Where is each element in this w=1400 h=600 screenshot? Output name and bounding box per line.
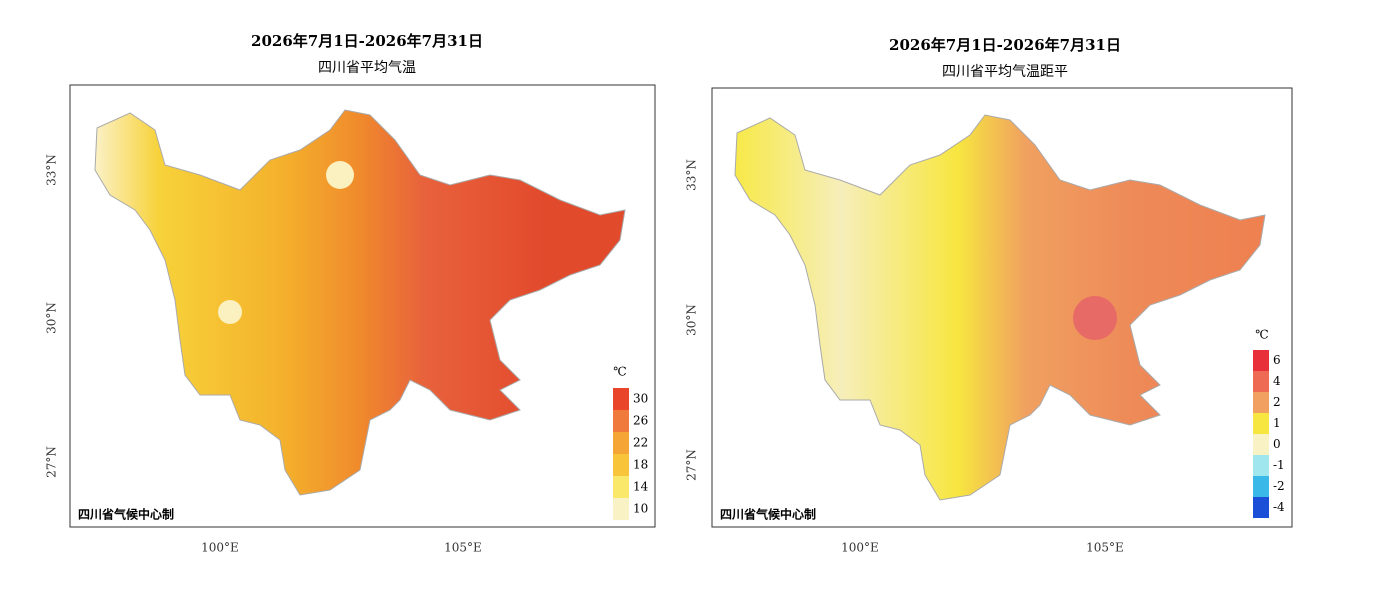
lat-label: 30°N [685,304,699,336]
title: 2026年7月1日-2026年7月31日 [889,36,1121,54]
legend-label: -1 [1273,458,1285,472]
subtitle: 四川省平均气温距平 [942,64,1068,80]
credit: 四川省气候中心制 [78,507,174,522]
legend-swatch [613,410,629,432]
legend-label: 22 [633,436,648,450]
legend-swatch [1253,497,1269,518]
blob [1073,296,1117,340]
legend-label: 6 [1273,353,1281,367]
lon-label: 105°E [1086,541,1124,555]
legend-label: 18 [633,458,648,472]
legend-swatch [1253,350,1269,371]
legend-unit: ℃ [613,365,626,379]
legend-label: 4 [1273,374,1281,388]
legend-label: 1 [1273,416,1281,430]
legend-label: 0 [1273,437,1281,451]
legend-swatch [1253,455,1269,476]
legend-swatch [613,476,629,498]
legend-swatch [613,454,629,476]
panel-right: 2026年7月1日-2026年7月31日 四川省平均气温距平 四川省气候中心制 … [685,36,1293,555]
blob [326,161,354,189]
lon-label: 100°E [201,541,239,555]
legend-label: -4 [1273,500,1285,514]
lon-label: 105°E [444,541,482,555]
legend-label: 30 [633,392,648,406]
legend-label: -2 [1273,479,1285,493]
lon-label: 100°E [841,541,879,555]
legend-swatch [613,388,629,410]
legend-swatch [1253,413,1269,434]
panel-left: 2026年7月1日-2026年7月31日 四川省平均气温 四川省气候中心制 33… [45,32,656,555]
legend-swatch [1253,434,1269,455]
legend-swatch [1253,476,1269,497]
subtitle: 四川省平均气温 [318,60,416,76]
lat-label: 33°N [685,159,699,191]
lat-label: 27°N [685,449,699,481]
legend-swatch [613,432,629,454]
lat-label: 33°N [45,154,59,186]
legend-swatch [613,498,629,520]
lat-label: 27°N [45,446,59,478]
legend-swatch [1253,371,1269,392]
blob [218,300,242,324]
legend-swatch [1253,392,1269,413]
legend-label: 2 [1273,395,1281,409]
lat-label: 30°N [45,302,59,334]
title: 2026年7月1日-2026年7月31日 [251,32,483,50]
legend-unit: ℃ [1255,328,1268,342]
legend-label: 10 [633,502,648,516]
credit: 四川省气候中心制 [720,507,816,522]
legend-label: 14 [633,480,649,494]
legend-label: 26 [633,414,648,428]
